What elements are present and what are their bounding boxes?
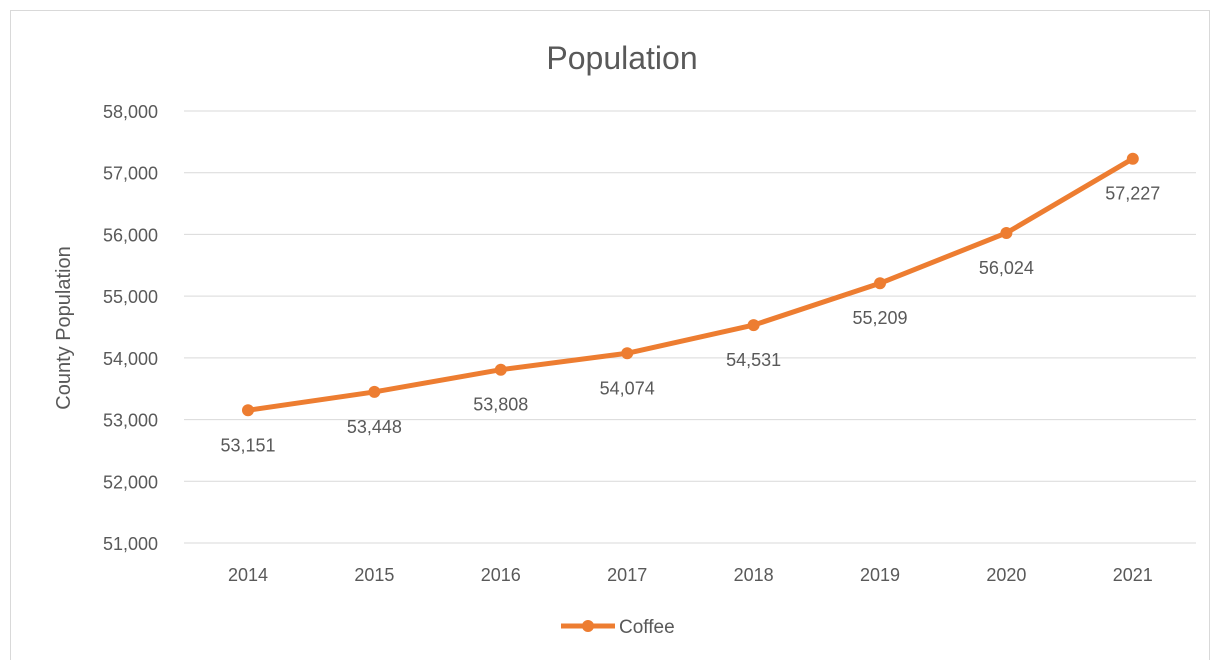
data-point-2016 bbox=[494, 363, 507, 376]
data-label-2015: 53,448 bbox=[347, 417, 402, 437]
data-point-2014 bbox=[242, 404, 254, 417]
data-label-2014: 53,151 bbox=[220, 435, 275, 455]
data-labels: 53,151 53,448 53,808 54,074 54,531 55,209 56,0… bbox=[220, 184, 1160, 456]
y-tick-label-51000: 51,000 bbox=[103, 534, 158, 554]
series-layer bbox=[242, 152, 1139, 417]
y-axis-label: County Population bbox=[53, 246, 75, 409]
series-line-coffee bbox=[245, 156, 1136, 413]
x-tick-label-2019: 2019 bbox=[860, 565, 900, 585]
y-tick-label-54000: 54,000 bbox=[103, 349, 158, 369]
x-tick-label-2015: 2015 bbox=[354, 565, 394, 585]
y-tick-label-53000: 53,000 bbox=[103, 411, 158, 431]
x-tick-label-2016: 2016 bbox=[481, 565, 521, 585]
data-label-2017: 54,074 bbox=[600, 378, 655, 398]
data-point-2015 bbox=[368, 385, 381, 398]
x-tick-label-2014: 2014 bbox=[228, 565, 268, 585]
gridlines bbox=[184, 110, 1196, 544]
data-label-2020: 56,024 bbox=[979, 258, 1034, 278]
x-tick-label-2017: 2017 bbox=[607, 565, 647, 585]
data-label-2018: 54,531 bbox=[726, 350, 781, 370]
y-tick-label-57000: 57,000 bbox=[103, 164, 158, 184]
data-label-2019: 55,209 bbox=[852, 308, 907, 328]
y-tick-label-58000: 58,000 bbox=[103, 102, 158, 122]
data-point-2021 bbox=[1126, 152, 1139, 165]
chart-frame bbox=[10, 10, 1210, 660]
x-tick-label-2021: 2021 bbox=[1113, 565, 1153, 585]
data-point-2020 bbox=[1000, 226, 1013, 239]
chart-title: Population bbox=[546, 40, 697, 76]
data-point-2019 bbox=[874, 277, 886, 290]
y-tick-label-55000: 55,000 bbox=[103, 287, 158, 307]
y-axis-ticks: 51,000 52,000 53,000 54,000 55,000 56,000 57,0… bbox=[103, 102, 158, 554]
y-tick-label-56000: 56,000 bbox=[103, 225, 158, 245]
data-label-2016: 53,808 bbox=[473, 395, 528, 415]
data-label-2021: 57,227 bbox=[1105, 184, 1160, 204]
y-tick-label-52000: 52,000 bbox=[103, 472, 158, 492]
x-axis-ticks: 2014 2015 2016 2017 2018 2019 2020 2021 bbox=[228, 565, 1153, 585]
legend-marker-coffee bbox=[582, 620, 594, 632]
legend-label-coffee: Coffee bbox=[619, 617, 675, 638]
x-tick-label-2018: 2018 bbox=[734, 565, 774, 585]
legend: Coffee bbox=[561, 617, 675, 638]
data-point-2018 bbox=[747, 319, 760, 332]
data-point-2017 bbox=[621, 347, 634, 360]
x-tick-label-2020: 2020 bbox=[986, 565, 1026, 585]
